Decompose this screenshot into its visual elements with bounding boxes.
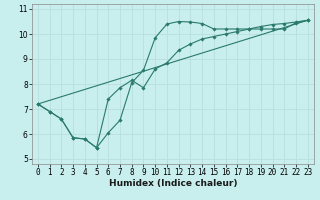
X-axis label: Humidex (Indice chaleur): Humidex (Indice chaleur) [108,179,237,188]
